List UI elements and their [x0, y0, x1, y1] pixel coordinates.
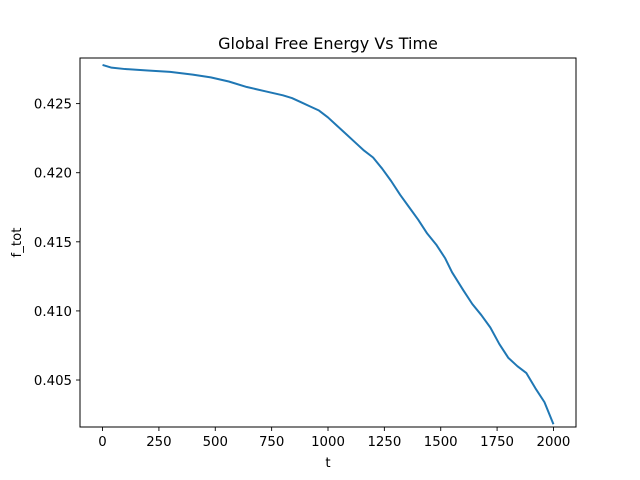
y-tick-label: 0.405: [34, 374, 72, 389]
x-tick-label: 1750: [480, 435, 514, 450]
y-tick-label: 0.425: [34, 98, 72, 113]
x-axis-label: t: [325, 456, 330, 471]
x-tick-label: 1000: [311, 435, 345, 450]
y-axis-ticks: 0.405 0.410 0.415 0.420 0.425: [34, 98, 80, 389]
x-tick-label: 1250: [367, 435, 401, 450]
x-tick-label: 1500: [424, 435, 458, 450]
series-layer: [102, 63, 555, 425]
x-tick-label: 2000: [537, 435, 571, 450]
y-tick-label: 0.420: [34, 167, 72, 182]
y-tick-label: 0.415: [34, 236, 72, 251]
x-axis-ticks: 0 250 500 750 1000 1250 1500 1750 2000: [98, 427, 570, 450]
x-tick-label: 750: [259, 435, 284, 450]
x-tick-label: 250: [146, 435, 171, 450]
series-line: [102, 63, 555, 425]
plot-frame: [79, 57, 577, 428]
x-tick-label: 500: [203, 435, 228, 450]
y-axis-label: f_tot: [10, 228, 25, 258]
x-tick-label: 0: [98, 435, 106, 450]
chart-title: Global Free Energy Vs Time: [218, 34, 438, 53]
y-tick-label: 0.410: [34, 305, 72, 320]
